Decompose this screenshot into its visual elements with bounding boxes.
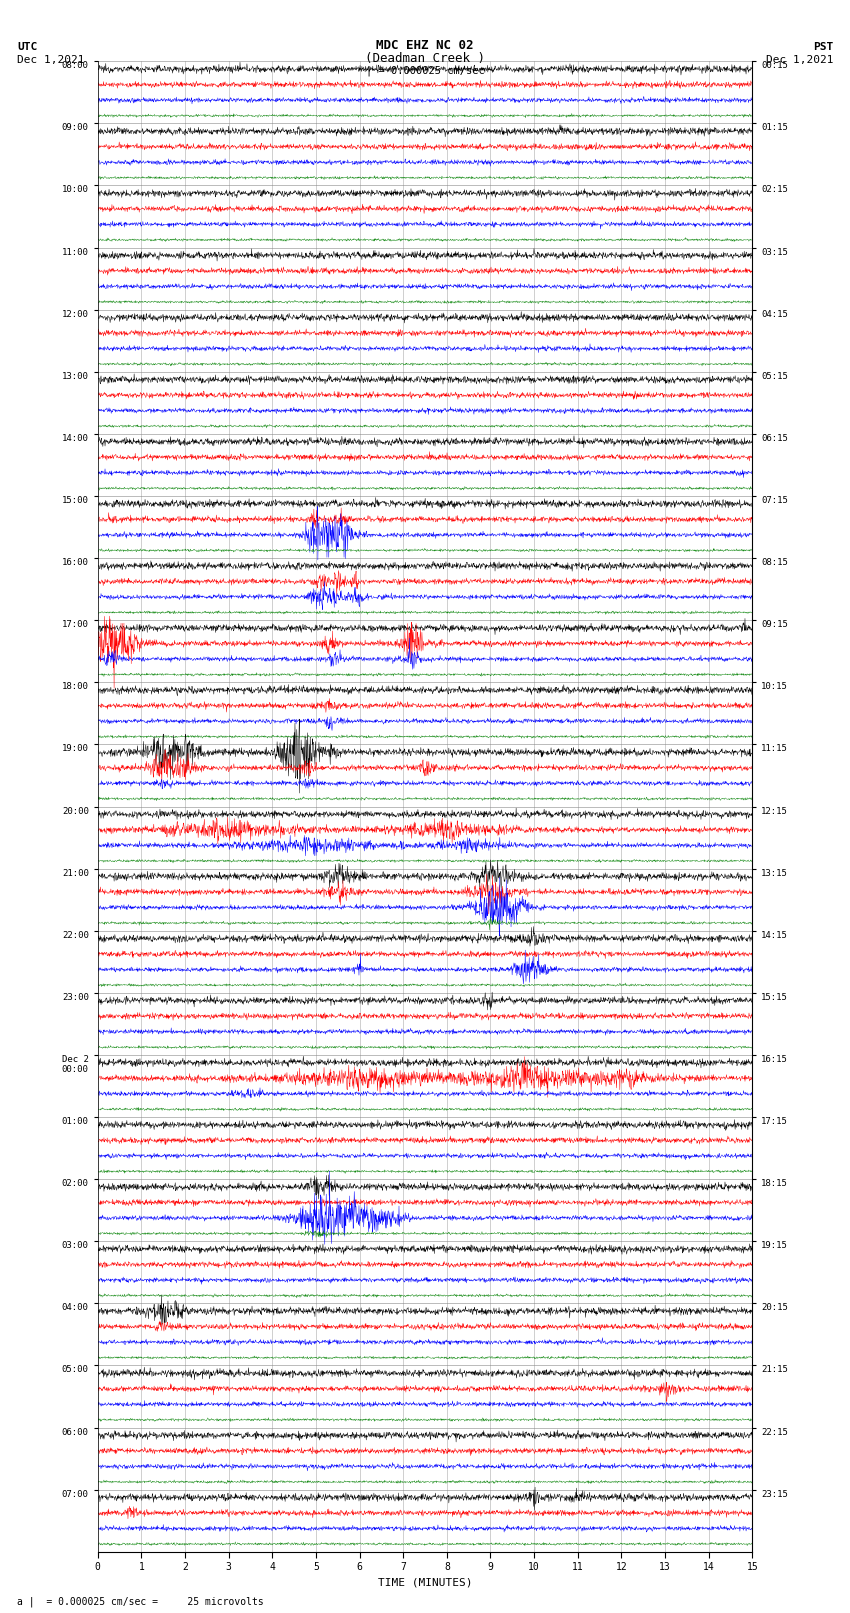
Text: PST: PST: [813, 42, 833, 52]
Text: Dec 1,2021: Dec 1,2021: [766, 55, 833, 65]
Text: a |  = 0.000025 cm/sec =     25 microvolts: a | = 0.000025 cm/sec = 25 microvolts: [17, 1595, 264, 1607]
X-axis label: TIME (MINUTES): TIME (MINUTES): [377, 1578, 473, 1587]
Text: UTC: UTC: [17, 42, 37, 52]
Text: (Deadman Creek ): (Deadman Creek ): [365, 52, 485, 65]
Text: Dec 1,2021: Dec 1,2021: [17, 55, 84, 65]
Text: MDC EHZ NC 02: MDC EHZ NC 02: [377, 39, 473, 52]
Text: | = 0.000025 cm/sec: | = 0.000025 cm/sec: [366, 65, 484, 76]
